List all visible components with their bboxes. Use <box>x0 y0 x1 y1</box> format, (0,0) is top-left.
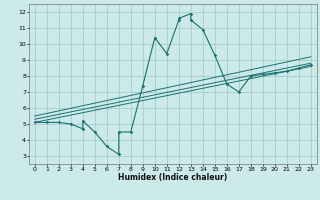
X-axis label: Humidex (Indice chaleur): Humidex (Indice chaleur) <box>118 173 228 182</box>
